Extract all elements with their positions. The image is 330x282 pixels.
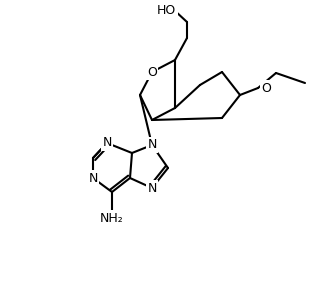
Text: O: O	[147, 65, 157, 78]
Text: N: N	[88, 171, 98, 184]
Text: HO: HO	[157, 3, 176, 17]
Text: N: N	[147, 182, 157, 195]
Text: NH₂: NH₂	[100, 212, 124, 224]
Text: N: N	[147, 138, 157, 151]
Text: N: N	[102, 136, 112, 149]
Text: O: O	[261, 81, 271, 94]
